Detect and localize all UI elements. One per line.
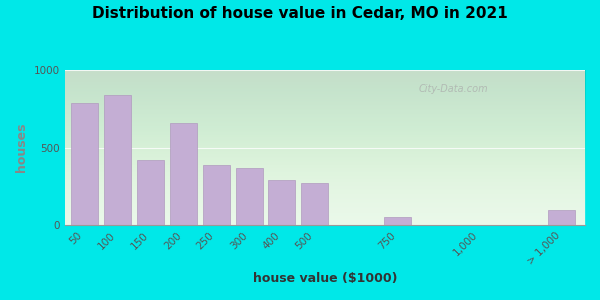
Text: City-Data.com: City-Data.com [418, 84, 488, 94]
Bar [548, 210, 575, 225]
Text: Distribution of house value in Cedar, MO in 2021: Distribution of house value in Cedar, MO… [92, 6, 508, 21]
Bar [137, 160, 164, 225]
Bar [301, 183, 328, 225]
Bar [236, 168, 263, 225]
Bar [268, 180, 295, 225]
Bar [104, 95, 131, 225]
Y-axis label: houses: houses [15, 123, 28, 172]
Bar [384, 217, 411, 225]
Bar [203, 165, 230, 225]
Bar [170, 123, 197, 225]
X-axis label: house value ($1000): house value ($1000) [253, 272, 397, 285]
Bar [71, 103, 98, 225]
